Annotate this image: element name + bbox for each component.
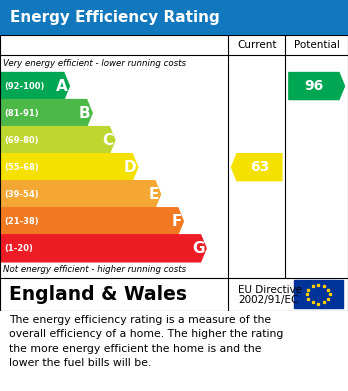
Polygon shape [0, 181, 160, 208]
Text: Energy Efficiency Rating: Energy Efficiency Rating [10, 10, 220, 25]
Text: E: E [149, 187, 159, 202]
Text: (92-100): (92-100) [4, 82, 45, 91]
Text: Very energy efficient - lower running costs: Very energy efficient - lower running co… [3, 59, 187, 68]
Polygon shape [0, 127, 115, 154]
Text: The energy efficiency rating is a measure of the
overall efficiency of a home. T: The energy efficiency rating is a measur… [9, 315, 283, 368]
Polygon shape [0, 72, 69, 100]
Text: England & Wales: England & Wales [9, 285, 187, 304]
Text: (21-38): (21-38) [4, 217, 39, 226]
Polygon shape [0, 154, 138, 181]
Text: G: G [192, 241, 204, 256]
Polygon shape [0, 100, 92, 127]
Text: F: F [171, 214, 182, 229]
Text: Potential: Potential [294, 40, 340, 50]
Text: (39-54): (39-54) [4, 190, 39, 199]
Text: (69-80): (69-80) [4, 136, 39, 145]
Text: EU Directive: EU Directive [238, 285, 302, 295]
Text: 96: 96 [304, 79, 324, 93]
Text: C: C [102, 133, 113, 148]
Text: 63: 63 [250, 160, 269, 174]
Text: Not energy efficient - higher running costs: Not energy efficient - higher running co… [3, 265, 187, 274]
Polygon shape [231, 154, 282, 181]
Text: (1-20): (1-20) [4, 244, 33, 253]
Text: 2002/91/EC: 2002/91/EC [238, 295, 299, 305]
Text: D: D [124, 160, 136, 175]
Polygon shape [0, 208, 183, 235]
Text: A: A [56, 79, 68, 93]
Text: B: B [79, 106, 90, 120]
Text: Current: Current [237, 40, 276, 50]
Polygon shape [289, 72, 345, 100]
Bar [294, 280, 343, 308]
Text: (81-91): (81-91) [4, 109, 39, 118]
Text: (55-68): (55-68) [4, 163, 39, 172]
Polygon shape [0, 235, 206, 262]
